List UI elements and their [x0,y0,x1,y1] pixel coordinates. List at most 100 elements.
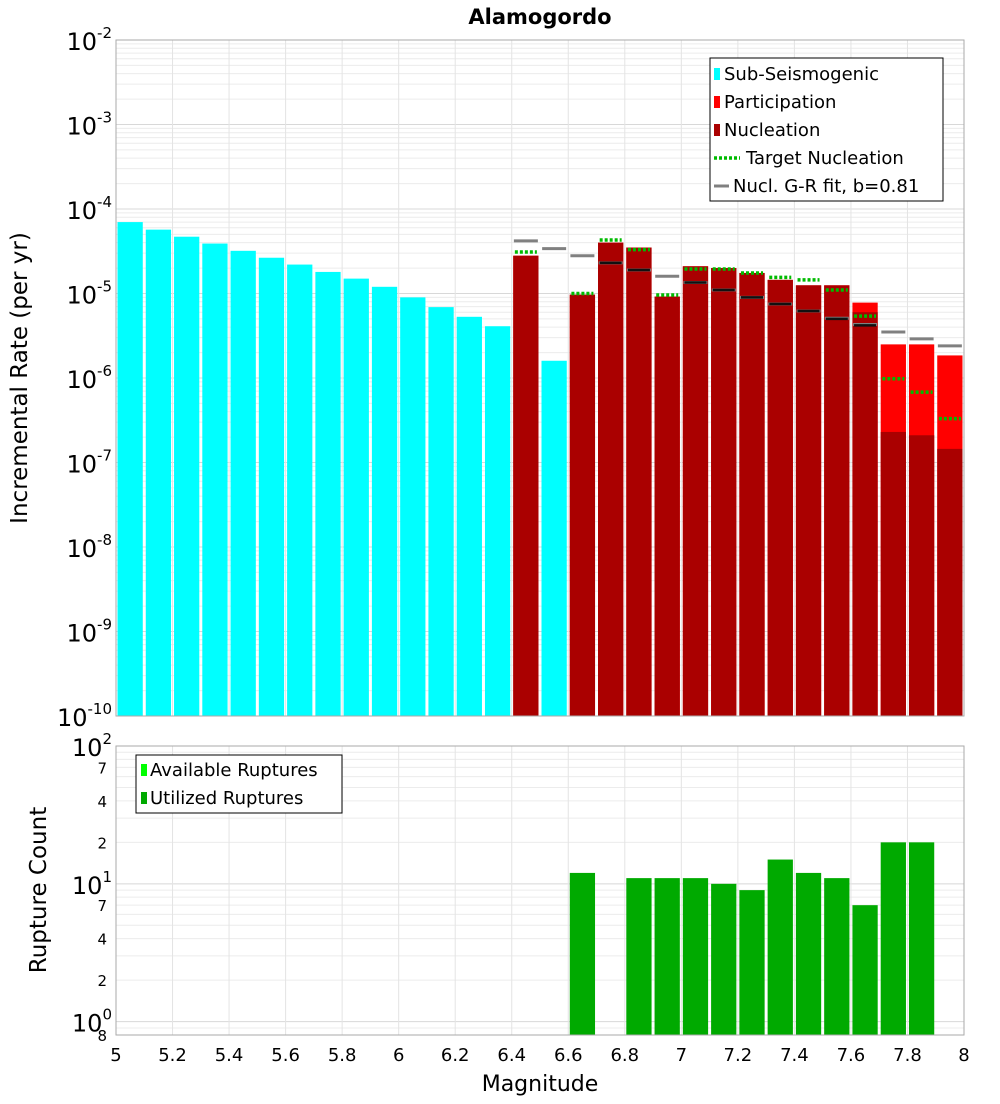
rate-gridlines [116,40,964,716]
count-y-minor-tick-label: 8 [97,1027,107,1045]
count-y-minor-tick-label: 2 [97,972,107,990]
sub-seismogenic-bar [484,326,511,716]
tick-exponent: 1 [102,868,112,886]
utilized-ruptures-bar [739,890,765,1035]
utilized-ruptures-bar [569,872,596,1035]
tick-base: 10 [57,704,88,732]
x-tick-label: 5.8 [328,1045,357,1066]
x-tick-labels: 5 5.2 5.4 5.6 5.8 6 6.2 6.4 6.6 6.8 7 7.2 7.4 7.6 7.8 8 [110,1045,969,1066]
chart-title: Alamogordo [468,5,611,29]
x-tick-label: 5.4 [215,1045,244,1066]
tick-base: 10 [66,28,97,56]
x-tick-label: 6.2 [441,1045,470,1066]
legend-swatch [714,96,720,108]
tick-exponent: -5 [97,278,112,296]
count-y-minor-tick-label: 7 [97,759,107,777]
nucleation-bar [767,279,793,716]
utilized-ruptures-bar [711,883,737,1035]
count-y-tick-label: 101 [72,868,112,900]
x-tick-label: 7.4 [780,1045,809,1066]
x-tick-label: 5.2 [158,1045,187,1066]
count-plot-border [115,745,965,1036]
utilized-ruptures-bar [626,878,652,1035]
tick-base: 10 [66,535,97,563]
legend-swatch [714,124,720,136]
nucleation-bar [795,285,822,716]
x-tick-label: 6 [393,1045,404,1066]
utilized-ruptures-bar [852,905,878,1035]
sub-seismogenic-bar [145,229,172,716]
nucleation-bar [569,294,596,716]
legend-label: Sub-Seismogenic [724,64,879,85]
sub-seismogenic-bar [202,243,228,716]
tick-exponent: -7 [97,447,112,465]
count-y-minor-tick-label: 4 [97,931,107,949]
sub-seismogenic-bar [258,257,285,716]
x-tick-label: 7.2 [724,1045,753,1066]
rate-y-tick-label: 10-7 [66,447,112,479]
nucleation-bar [852,312,878,716]
sub-seismogenic-bar [371,286,398,716]
tick-exponent: 2 [102,730,112,748]
tick-exponent: -4 [97,193,112,211]
count-legend: Available Ruptures Utilized Ruptures [135,754,343,814]
rate-y-tick-label: 10-8 [66,531,112,563]
rate-plot-border [115,39,965,717]
legend-swatch [714,68,720,80]
rate-y-tick-label: 10-10 [57,700,112,732]
tick-base: 10 [66,282,97,310]
legend-swatch [141,792,147,804]
rate-y-axis-label: Incremental Rate (per yr) [7,232,33,524]
x-tick-label: 6.4 [497,1045,526,1066]
legend-label: Available Ruptures [150,760,318,781]
sub-seismogenic-bar [456,316,482,716]
tick-exponent: -6 [97,362,112,380]
target-nucleation-markers [514,238,961,421]
sub-seismogenic-bar [428,307,454,716]
count-y-tick-label: 100 [72,1006,112,1038]
nucleation-bar [937,448,963,716]
count-legend-box [135,754,343,814]
nucleation-bar [598,242,624,717]
tick-base: 10 [72,872,103,900]
tick-base: 10 [66,197,97,225]
nucleation-bar [880,431,906,716]
nucleation-bar [654,296,680,716]
utilized-ruptures-bar [795,872,822,1035]
rate-y-tick-label: 10-6 [66,362,112,394]
sub-seismogenic-bar [230,250,256,716]
nucleation-bar [682,266,709,716]
legend-swatch [141,764,147,776]
rate-y-tick-label: 10-5 [66,278,112,310]
sub-seismogenic-bar [541,360,567,716]
nucleation-bar [824,285,850,716]
count-y-tick-label: 102 [72,730,112,762]
utilized-ruptures-bar [767,859,793,1035]
tick-base: 10 [66,113,97,141]
nucleation-bar [513,255,539,716]
tick-base: 10 [72,734,103,762]
tick-base: 10 [66,366,97,394]
count-y-axis-label: Rupture Count [26,807,52,973]
legend-label: Participation [724,92,836,113]
legend-label: Utilized Ruptures [150,788,303,809]
x-tick-label: 5.6 [271,1045,300,1066]
count-y-minor-tick-label: 4 [97,793,107,811]
rate-y-tick-label: 10-4 [66,193,112,225]
utilized-ruptures-bar [654,878,680,1035]
tick-base: 10 [72,1010,103,1038]
count-bars [569,842,935,1035]
x-tick-label: 7 [676,1045,687,1066]
x-tick-label: 5 [110,1045,121,1066]
utilized-ruptures-bar [880,842,906,1035]
utilized-ruptures-bar [908,842,935,1035]
sub-seismogenic-bar [400,297,426,716]
nucleation-markers [599,261,877,327]
sub-seismogenic-bar [315,271,341,716]
nucleation-bar [908,435,935,716]
nucleation-bar [626,247,652,716]
x-axis-label: Magnitude [482,1072,599,1097]
